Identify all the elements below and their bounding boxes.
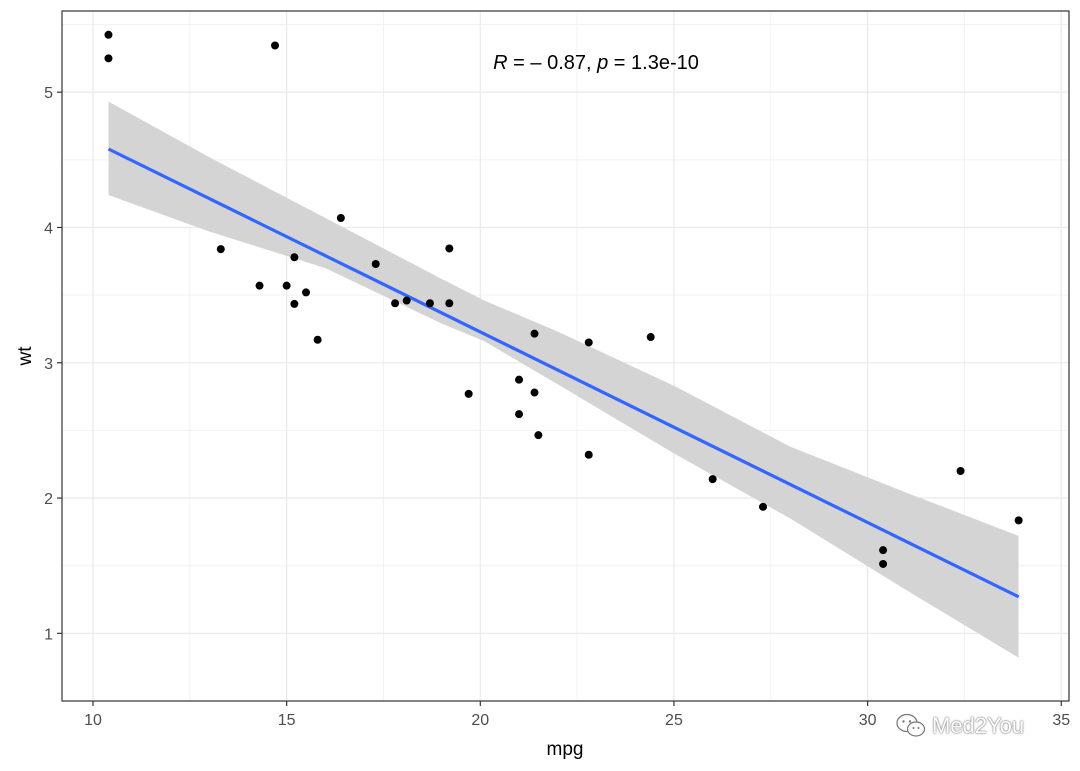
grid-lines [62,11,1069,701]
data-point [425,299,434,308]
data-point [530,388,539,397]
data-point [216,245,225,254]
data-point [515,375,524,384]
wechat-icon [896,713,926,737]
data-point [708,475,717,484]
data-point [255,281,264,290]
data-point [402,296,411,305]
y-axis-title: wt [15,346,36,367]
y-tick-label: 3 [44,356,53,373]
data-point [759,502,768,511]
x-tick-label: 20 [471,712,489,729]
data-point [879,559,888,568]
panel-border [61,10,1070,702]
data-point [282,281,291,290]
data-point [290,253,299,262]
data-point [445,299,454,308]
data-point [879,546,888,555]
data-point [391,299,400,308]
y-tick-label: 2 [44,491,53,508]
data-point [290,299,299,308]
data-point [534,431,543,440]
x-tick-label: 35 [1052,712,1070,729]
data-point [371,260,380,268]
regression-line [107,147,1020,599]
data-point [584,338,593,347]
x-tick-label: 30 [859,712,877,729]
x-tick-label: 15 [278,712,296,729]
correlation-annotation: R = – 0.87, p = 1.3e-10 [493,52,699,74]
watermark-text: Med2You [932,713,1025,738]
y-tick-label: 1 [44,626,53,643]
y-tick-label: 5 [44,85,53,102]
data-point [313,335,322,344]
axis-ticks: 10 15 20 25 30 35 1 2 3 4 5 [44,85,1070,729]
data-point [515,410,524,419]
confidence-band [108,101,1019,658]
x-axis-title: mpg [547,739,584,760]
y-tick-label: 4 [44,220,53,237]
data-point [646,333,655,342]
data-point [104,54,113,63]
data-point [302,288,311,297]
data-point [445,244,454,253]
data-point [271,41,280,50]
data-point [104,30,113,39]
data-points [104,30,1023,568]
data-point [530,329,539,338]
data-point [336,214,345,222]
x-tick-label: 25 [665,712,683,729]
data-point [956,467,965,475]
data-point [584,450,593,459]
x-tick-label: 10 [84,712,102,729]
watermark: Med2You [896,711,1024,741]
data-point [464,389,473,398]
data-point [1014,516,1023,525]
